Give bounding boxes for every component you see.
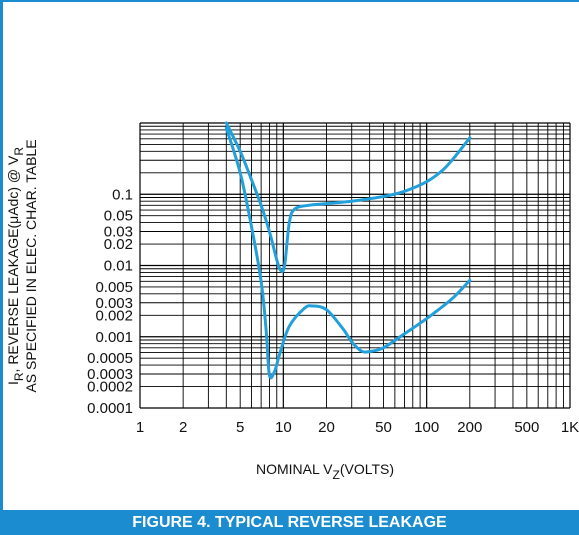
y-tick-label: 0.01 — [104, 258, 133, 275]
y-axis-label-main: I — [5, 381, 21, 385]
y-tick-label: 0.1 — [112, 186, 133, 203]
y-tick-label: 0.0003 — [87, 366, 133, 383]
x-axis-label: NOMINAL VZ(VOLTS) — [256, 461, 394, 482]
y-tick-label: 0.003 — [95, 295, 133, 312]
y-axis-label-sub2: R — [12, 147, 26, 156]
figure-caption: FIGURE 4. TYPICAL REVERSE LEAKAGE — [0, 510, 579, 535]
y-tick-label: 0.005 — [95, 279, 133, 296]
x-tick-label: 20 — [318, 419, 335, 436]
left-border — [0, 0, 3, 510]
x-axis-label-tail: (VOLTS) — [340, 461, 394, 477]
chart-curves — [224, 121, 472, 380]
y-axis-label-line1: IR, REVERSE LEAKAGE(μAdc) @ VR — [5, 147, 26, 385]
y-axis-label-text: , REVERSE LEAKAGE(μAdc) @ V — [5, 155, 21, 372]
x-tick-label: 100 — [414, 419, 439, 436]
y-axis-label-sub: R — [12, 372, 26, 381]
leakage-curve-1 — [224, 121, 472, 273]
x-tick-label: 500 — [514, 419, 539, 436]
y-tick-label: 0.001 — [95, 329, 133, 346]
x-tick-label: 1K — [561, 419, 579, 436]
y-tick-label: 0.0002 — [87, 379, 133, 396]
x-tick-label: 5 — [236, 419, 244, 436]
y-tick-label: 0.05 — [104, 208, 133, 225]
top-border — [0, 0, 579, 2]
x-axis-label-main: NOMINAL V — [256, 461, 333, 477]
y-axis-label-line2: AS SPECIFIED IN ELEC. CHAR. TABLE — [23, 139, 39, 392]
y-tick-label: 0.002 — [95, 307, 133, 324]
x-tick-label: 2 — [179, 419, 187, 436]
y-tick-label: 0.0001 — [87, 400, 133, 417]
chart-grid — [139, 122, 571, 409]
x-tick-label: 50 — [375, 419, 392, 436]
x-tick-labels: 1 2 5 10 20 50 100 200 500 1K — [136, 419, 579, 436]
y-tick-label: 0.0005 — [87, 350, 133, 367]
y-tick-label: 0.03 — [104, 224, 133, 241]
x-tick-label: 200 — [457, 419, 482, 436]
x-tick-label: 1 — [136, 419, 144, 436]
leakage-curve-2 — [224, 126, 472, 380]
x-tick-label: 10 — [275, 419, 292, 436]
x-axis-label-sub: Z — [332, 468, 339, 482]
chart: 1 2 5 10 20 50 100 200 500 1K 0.1 0.050.030.02 0.01… — [5, 121, 579, 482]
y-tick-label: 0.02 — [104, 236, 133, 253]
